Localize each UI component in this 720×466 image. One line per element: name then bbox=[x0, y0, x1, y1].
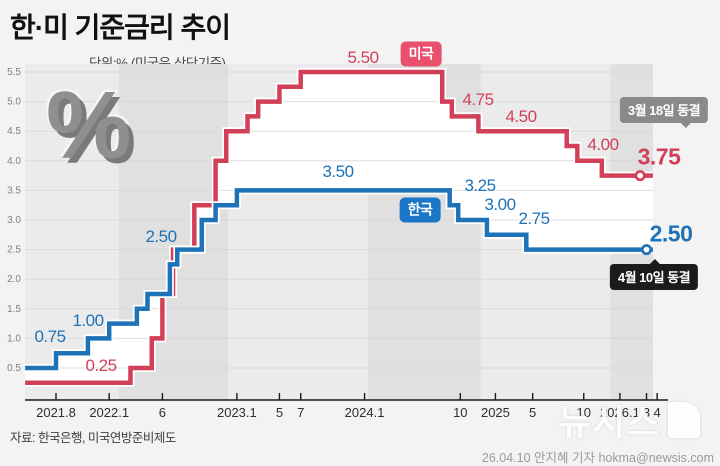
percent-watermark-icon: % bbox=[46, 72, 132, 179]
x-axis-tick-label: 4 bbox=[654, 405, 661, 420]
x-axis-tick-label: 10 bbox=[453, 405, 467, 420]
x-axis-tick-label: 2022.1 bbox=[89, 405, 129, 420]
us-line bbox=[25, 69, 653, 386]
source-note: 자료: 한국은행, 미국연방준비제도 bbox=[10, 431, 176, 445]
x-axis-tick-label: 5 bbox=[529, 405, 536, 420]
us-endpoint-marker bbox=[634, 170, 646, 182]
y-axis-tick-label: 4.0 bbox=[7, 156, 21, 167]
x-axis-tick-label: 6 bbox=[159, 405, 166, 420]
kr-line bbox=[25, 188, 653, 371]
byline: 26.04.10 안지혜 기자 hokma@newsis.com bbox=[481, 451, 714, 465]
x-axis-tick-label: 5 bbox=[276, 405, 283, 420]
page-title: 한·미 기준금리 추이 bbox=[10, 12, 231, 43]
x-axis-tick-label: 2021.8 bbox=[36, 405, 76, 420]
x-axis-tick-label: 2024.1 bbox=[345, 405, 385, 420]
y-axis-tick-label: 3.0 bbox=[7, 215, 21, 226]
y-axis-tick-label: 3.5 bbox=[7, 185, 21, 196]
y-axis-tick-label: 1.5 bbox=[7, 304, 21, 315]
x-axis-tick-label: 2026.1 bbox=[600, 405, 640, 420]
x-axis-tick-label: 2023.1 bbox=[217, 405, 257, 420]
y-axis-tick-label: 2.5 bbox=[7, 245, 21, 256]
x-axis-tick-label: 10 bbox=[577, 405, 591, 420]
y-axis-tick-label: 5.0 bbox=[7, 97, 21, 108]
y-axis-tick-label: 0.5 bbox=[7, 363, 21, 374]
x-axis-tick-label: 7 bbox=[297, 405, 304, 420]
y-axis-tick-label: 2.0 bbox=[7, 274, 21, 285]
y-axis-tick-label: 1.0 bbox=[7, 333, 21, 344]
between-lines-fill bbox=[25, 72, 653, 383]
newsis-logo-text: 뉴시스 bbox=[558, 402, 661, 443]
y-axis-tick-label: 5.5 bbox=[7, 67, 21, 78]
y-axis-tick-label: 4.5 bbox=[7, 126, 21, 137]
newsis-logo-mark bbox=[668, 402, 701, 438]
x-axis-tick-label: 3 bbox=[643, 405, 650, 420]
kr-endpoint-marker bbox=[641, 244, 653, 256]
x-axis-tick-label: 2025 bbox=[481, 405, 510, 420]
newsis-logo-icon: 뉴시스 bbox=[558, 394, 701, 446]
